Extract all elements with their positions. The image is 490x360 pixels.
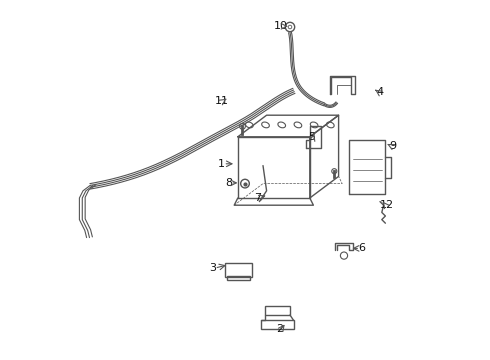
Text: 1: 1 (218, 159, 225, 169)
Text: 12: 12 (380, 200, 394, 210)
Bar (261, 320, 294, 329)
Bar (265, 306, 290, 315)
Bar (227, 276, 250, 280)
Text: 8: 8 (225, 178, 232, 188)
Bar (225, 263, 252, 277)
Text: 3: 3 (209, 263, 216, 273)
Text: 9: 9 (389, 141, 396, 151)
Text: 7: 7 (254, 193, 261, 203)
Text: 2: 2 (276, 324, 283, 334)
Text: 10: 10 (274, 21, 288, 31)
Text: 4: 4 (376, 87, 384, 97)
Text: 6: 6 (359, 243, 366, 253)
Text: 5: 5 (308, 132, 315, 142)
Text: 11: 11 (215, 96, 229, 106)
